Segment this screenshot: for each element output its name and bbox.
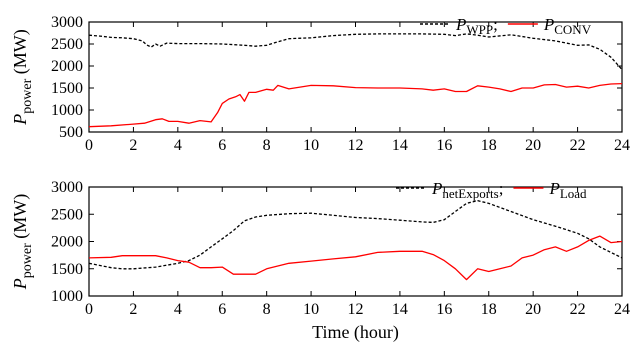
series-line-1: [88, 199, 623, 270]
x-tick-label: 0: [85, 301, 93, 318]
x-tick-label: 8: [263, 137, 271, 154]
plot-frame: [88, 21, 623, 133]
x-tick-label: 18: [481, 137, 497, 154]
x-tick-label: 14: [392, 137, 408, 154]
x-tick-label: 2: [129, 137, 137, 154]
y-tick-label: 2000: [51, 58, 83, 75]
legend-label-1: PWPP;: [455, 15, 498, 37]
x-tick-label: 4: [174, 301, 182, 318]
series-line-2: [88, 82, 623, 128]
x-tick-label: 10: [303, 137, 319, 154]
y-axis-title: Ppower (MW): [10, 194, 35, 290]
y-tick-label: 500: [59, 124, 83, 141]
x-tick-label: 20: [525, 137, 541, 154]
y-tick-label: 1000: [51, 288, 83, 305]
y-tick-label: 1000: [51, 102, 83, 119]
series-line-1: [88, 33, 623, 70]
x-tick-label: 24: [614, 137, 630, 154]
legend-label-2: PLoad: [548, 179, 587, 201]
y-axis-title: Ppower (MW): [10, 29, 35, 125]
y-tick-label: 2500: [51, 206, 83, 223]
x-tick-label: 22: [570, 301, 586, 318]
x-tick-label: 6: [218, 137, 226, 154]
y-tick-label: 1500: [51, 261, 83, 278]
legend-label-2: PCONV: [543, 15, 592, 37]
x-tick-label: 12: [348, 301, 364, 318]
y-tick-label: 2000: [51, 234, 83, 251]
x-tick-label: 8: [263, 301, 271, 318]
legend: PnetExports; PLoad: [396, 179, 587, 201]
x-tick-label: 20: [525, 301, 541, 318]
x-axis-title: Time (hour): [312, 322, 399, 343]
x-tick-label: 4: [174, 137, 182, 154]
y-tick-label: 2500: [51, 36, 83, 53]
plot-frame: [88, 186, 623, 297]
x-tick-label: 10: [303, 301, 319, 318]
x-tick-label: 16: [436, 301, 452, 318]
x-tick-label: 22: [570, 137, 586, 154]
x-tick-label: 12: [348, 137, 364, 154]
legend-label-1: PnetExports;: [431, 179, 503, 201]
x-tick-label: 0: [85, 137, 93, 154]
x-tick-label: 16: [436, 137, 452, 154]
x-tick-label: 14: [392, 301, 408, 318]
x-tick-label: 18: [481, 301, 497, 318]
y-tick-label: 3000: [51, 179, 83, 196]
x-tick-label: 2: [129, 301, 137, 318]
y-tick-label: 3000: [51, 14, 83, 31]
x-tick-label: 24: [614, 301, 630, 318]
legend: PWPP; PCONV: [420, 15, 592, 37]
x-tick-label: 6: [218, 301, 226, 318]
y-tick-label: 1500: [51, 80, 83, 97]
series-line-2: [88, 235, 623, 281]
